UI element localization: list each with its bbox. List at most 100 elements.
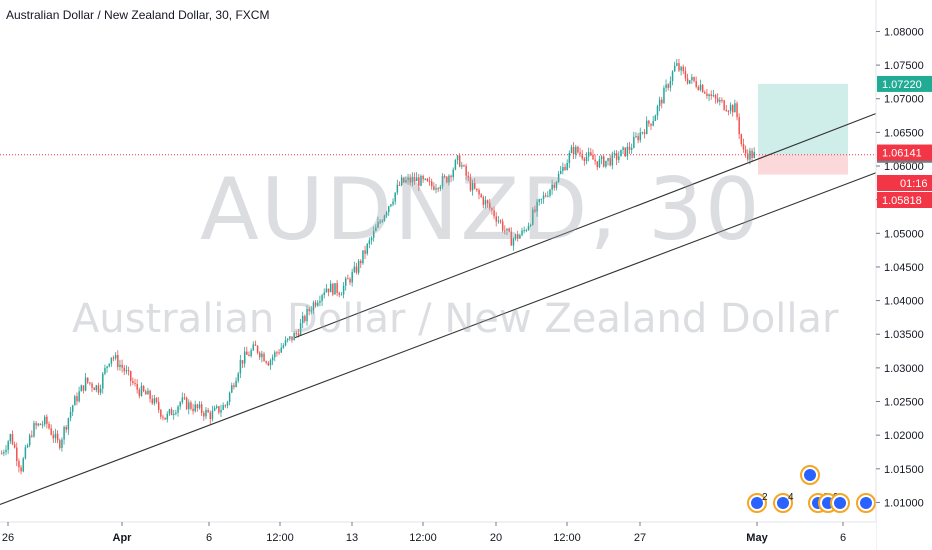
candle-body	[297, 333, 300, 336]
candle-body	[723, 100, 725, 110]
time-tick-label: 12:00	[266, 532, 294, 544]
candle-body	[99, 388, 102, 393]
candle-body	[254, 344, 257, 346]
candle-body	[732, 105, 734, 113]
candle-body	[609, 158, 611, 166]
candle-body	[89, 382, 91, 384]
time-tick-label: 26	[2, 532, 14, 544]
price-tick-label: 1.08000	[884, 26, 924, 38]
long-position-tool[interactable]	[0, 83, 876, 175]
candle-body	[136, 383, 138, 390]
candle-body	[353, 266, 356, 272]
candle-body	[310, 310, 313, 312]
trendlines[interactable]	[0, 113, 877, 505]
candle-body	[65, 426, 67, 430]
candle-body	[91, 383, 93, 388]
candle-body	[179, 402, 181, 407]
candle-body	[753, 152, 755, 158]
candle-body	[102, 373, 104, 389]
price-tick-label: 1.03500	[884, 329, 924, 341]
candle-body	[463, 165, 465, 167]
stop-zone[interactable]	[758, 154, 848, 175]
candle-body	[633, 136, 635, 148]
candle-body	[392, 201, 394, 205]
target-zone[interactable]	[758, 83, 848, 155]
candle-body	[443, 176, 446, 178]
economic-events[interactable]: 2422	[747, 465, 876, 513]
candle-body	[465, 165, 467, 176]
candle-body	[377, 221, 379, 228]
price-label: 01:16	[900, 178, 928, 190]
candle-body	[411, 177, 414, 183]
price-tick-label: 1.07500	[884, 60, 924, 72]
candle-body	[697, 86, 700, 90]
candle-body	[216, 406, 218, 408]
candle-body	[725, 109, 728, 112]
candle-body	[375, 227, 377, 232]
candle-body	[231, 385, 233, 393]
candle-body	[575, 146, 577, 155]
trendline[interactable]	[294, 113, 877, 339]
candle-body	[241, 360, 244, 364]
candle-body	[61, 439, 63, 448]
candle-body	[18, 460, 20, 468]
candle-body	[437, 188, 439, 190]
flag-icon	[834, 497, 846, 509]
candle-body	[622, 147, 624, 150]
candle-body	[624, 147, 626, 157]
candle-body	[508, 228, 510, 232]
candle-body	[39, 423, 42, 426]
candle-body	[95, 385, 98, 391]
candle-body	[256, 345, 259, 353]
candle-body	[600, 156, 603, 160]
time-tick-label: 13	[346, 532, 358, 544]
candle-body	[620, 149, 622, 157]
candle-body	[585, 156, 588, 162]
trendline[interactable]	[0, 172, 877, 505]
price-tick-label: 1.05000	[884, 228, 924, 240]
candle-body	[9, 434, 12, 442]
candle-body	[24, 447, 27, 459]
candle-body	[467, 175, 470, 178]
candle-body	[78, 391, 80, 402]
candle-body	[127, 370, 130, 372]
price-tick-label: 1.02000	[884, 430, 924, 442]
candle-body	[714, 95, 717, 99]
candle-body	[192, 408, 194, 412]
candle-body	[248, 354, 250, 357]
candle-body	[269, 360, 272, 366]
candle-body	[628, 146, 631, 150]
candle-body	[235, 380, 237, 388]
price-label: 1.05818	[882, 195, 922, 207]
flag-icon	[804, 469, 816, 481]
candle-body	[456, 155, 459, 160]
candle-body	[336, 283, 338, 293]
candle-body	[295, 332, 298, 334]
candle-body	[82, 385, 85, 391]
candle-body	[497, 220, 500, 222]
candle-body	[635, 136, 637, 138]
candle-body	[22, 458, 24, 472]
candle-body	[551, 184, 553, 190]
candle-body	[691, 77, 693, 81]
candle-body	[147, 390, 149, 395]
candle-body	[37, 423, 40, 426]
candle-body	[125, 370, 128, 372]
time-tick-label: Apr	[113, 532, 133, 544]
price-axis[interactable]: 1.080001.075001.070001.065001.060001.055…	[875, 0, 932, 550]
candle-body	[293, 332, 295, 341]
candle-body	[607, 158, 609, 161]
flag-icon	[860, 497, 872, 509]
candle-body	[383, 215, 386, 221]
candle-body	[317, 302, 319, 306]
candle-body	[134, 382, 136, 384]
candle-body	[188, 402, 190, 410]
candle-body	[121, 364, 123, 368]
candle-body	[7, 441, 9, 450]
candle-body	[33, 423, 35, 437]
candle-body	[362, 250, 364, 264]
candle-body	[450, 175, 452, 178]
candle-body	[233, 385, 235, 388]
time-axis[interactable]: 26 Apr 6 12:00 13 12:00 20 12:00 27 May 6	[0, 521, 876, 550]
